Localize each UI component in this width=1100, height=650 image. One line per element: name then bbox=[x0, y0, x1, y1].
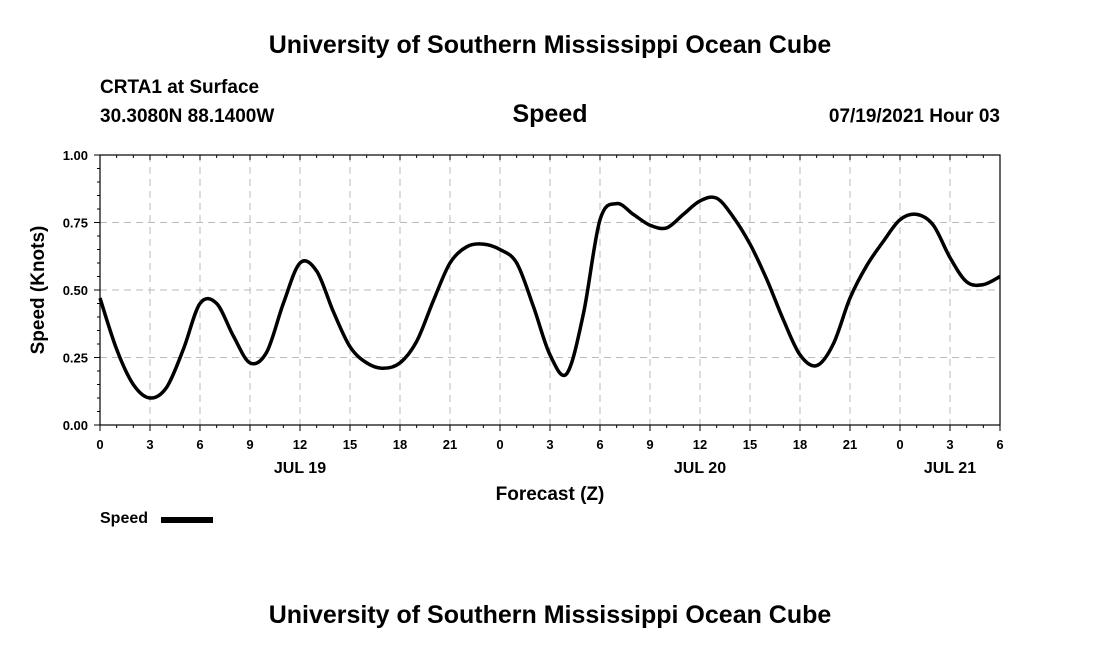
coordinates-label: 30.3080N 88.1400W bbox=[100, 106, 275, 127]
x-tick-label: 12 bbox=[293, 437, 307, 452]
x-tick-label: 3 bbox=[146, 437, 153, 452]
x-tick-label: 18 bbox=[793, 437, 807, 452]
x-tick-label: 3 bbox=[946, 437, 953, 452]
x-tick-label: 6 bbox=[996, 437, 1003, 452]
x-tick-label: 21 bbox=[443, 437, 457, 452]
station-label: CRTA1 at Surface bbox=[100, 77, 260, 98]
footer-title: University of Southern Mississippi Ocean… bbox=[268, 601, 832, 629]
legend-label: Speed bbox=[100, 510, 149, 527]
x-axis-title: Forecast (Z) bbox=[496, 484, 605, 505]
x-tick-label: 15 bbox=[743, 437, 757, 452]
y-tick-label: 1.00 bbox=[63, 148, 88, 163]
chart-title: Speed bbox=[512, 100, 588, 128]
legend-line-swatch bbox=[161, 517, 213, 523]
x-tick-label: 6 bbox=[196, 437, 203, 452]
y-tick-label: 0.25 bbox=[63, 351, 88, 366]
x-tick-label: 0 bbox=[496, 437, 503, 452]
y-tick-label: 0.00 bbox=[63, 418, 88, 433]
forecast-datetime: 07/19/2021 Hour 03 bbox=[828, 106, 1000, 127]
series-line-speed bbox=[98, 195, 1001, 400]
y-tick-label: 0.75 bbox=[63, 216, 88, 231]
x-day-label: JUL 19 bbox=[274, 460, 326, 477]
x-tick-label: 21 bbox=[843, 437, 857, 452]
x-tick-label: 9 bbox=[246, 437, 253, 452]
x-tick-label: 9 bbox=[646, 437, 653, 452]
x-tick-label: 3 bbox=[546, 437, 553, 452]
x-tick-label: 18 bbox=[393, 437, 407, 452]
x-tick-label: 15 bbox=[343, 437, 357, 452]
x-day-label: JUL 21 bbox=[924, 460, 976, 477]
page-title: University of Southern Mississippi Ocean… bbox=[268, 31, 832, 59]
x-tick-label: 0 bbox=[96, 437, 103, 452]
x-tick-label: 0 bbox=[896, 437, 903, 452]
x-tick-label: 6 bbox=[596, 437, 603, 452]
x-tick-label: 12 bbox=[693, 437, 707, 452]
x-day-label: JUL 20 bbox=[674, 460, 726, 477]
y-axis-title: Speed (Knots) bbox=[28, 226, 49, 355]
y-tick-label: 0.50 bbox=[63, 283, 88, 298]
